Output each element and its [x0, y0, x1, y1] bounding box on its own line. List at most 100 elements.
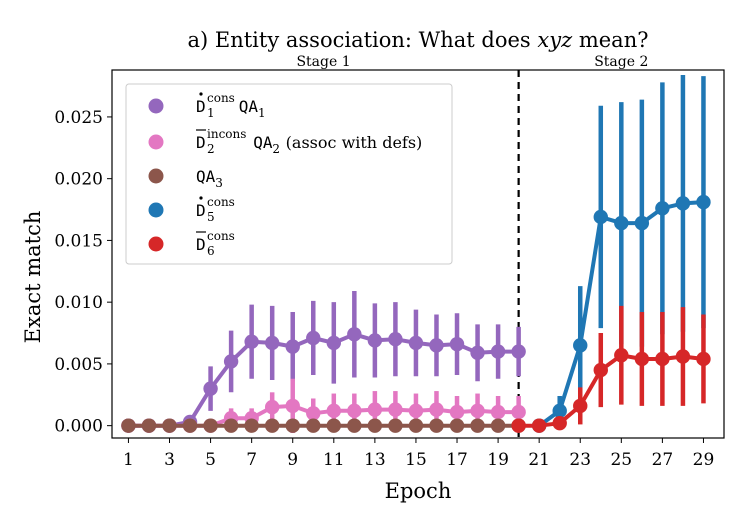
data-point: [429, 338, 444, 353]
x-tick-label: 29: [693, 450, 715, 470]
data-point: [449, 418, 465, 433]
legend-marker-s1: [148, 98, 164, 114]
data-point: [470, 418, 485, 433]
data-point: [408, 403, 424, 419]
data-point: [408, 418, 424, 433]
data-point: [675, 349, 691, 364]
legend-base: D: [196, 97, 206, 116]
x-tick-label: 27: [652, 450, 674, 470]
data-point: [449, 404, 465, 420]
chart-title-var: xyz: [537, 28, 573, 52]
data-point: [264, 418, 280, 433]
data-point: [696, 351, 711, 367]
data-point: [223, 354, 239, 369]
data-point: [223, 418, 239, 433]
y-tick-label: 0.000: [54, 417, 103, 437]
data-point: [244, 418, 259, 433]
data-point: [162, 418, 177, 433]
data-point: [326, 418, 341, 433]
y-tick-label: 0.010: [54, 293, 103, 313]
legend-label-s3: QA3: [196, 167, 223, 190]
legend-tail: QA: [253, 133, 273, 152]
legend-tail: QA: [239, 97, 259, 116]
data-point: [408, 335, 424, 351]
y-tick-label: 0.005: [54, 355, 103, 375]
x-tick-label: 15: [405, 450, 427, 470]
legend-marker-s4: [148, 202, 164, 218]
legend-sub: 2: [207, 142, 215, 156]
data-point: [285, 398, 300, 414]
data-point: [593, 209, 608, 225]
legend-marker-s2: [148, 134, 164, 150]
stage-label: Stage 1: [296, 54, 350, 70]
legend-sub: 6: [207, 244, 215, 258]
x-tick-label: 25: [610, 450, 632, 470]
legend-marker-s3: [148, 168, 164, 184]
series-s5: [511, 305, 711, 433]
data-point: [552, 403, 567, 419]
data-point: [655, 201, 670, 216]
plot-frame: [111, 69, 725, 439]
legend-base: D: [196, 201, 206, 220]
legend-accent-dot: [199, 92, 203, 96]
data-point: [388, 418, 403, 433]
legend-base: D: [196, 235, 206, 254]
data-point: [614, 348, 629, 363]
legend-base: D: [196, 133, 206, 152]
legend-sup: cons: [207, 229, 235, 243]
data-point: [388, 332, 403, 347]
data-point: [326, 403, 341, 419]
data-point: [511, 404, 526, 420]
data-point: [429, 402, 444, 417]
data-point: [264, 399, 280, 415]
data-point: [696, 194, 711, 210]
legend-sup: incons: [207, 127, 246, 141]
data-point: [306, 418, 321, 433]
data-point: [511, 344, 526, 359]
data-point: [675, 196, 691, 211]
legend-sup: cons: [207, 91, 235, 105]
data-point: [490, 404, 506, 420]
legend-accent-dot: [199, 196, 203, 200]
legend-tail: (assoc with defs): [281, 133, 423, 152]
data-point: [388, 402, 403, 417]
y-axis-label: Exact match: [21, 211, 45, 344]
x-tick-label: 9: [287, 450, 298, 470]
data-point: [573, 398, 588, 414]
x-tick-label: 3: [164, 450, 175, 470]
data-point: [449, 336, 465, 352]
data-point: [552, 415, 567, 431]
data-point: [531, 418, 547, 433]
legend-marker-s5: [148, 236, 164, 252]
x-axis-label: Epoch: [385, 479, 452, 503]
legend-tail: QA: [196, 167, 216, 186]
data-point: [614, 215, 629, 231]
x-tick-label: 19: [487, 450, 509, 470]
data-point: [634, 351, 650, 367]
x-tick-label: 13: [364, 450, 386, 470]
data-point: [490, 344, 506, 359]
x-tick-label: 1: [123, 450, 134, 470]
series-s4: [531, 74, 711, 433]
legend-sup: cons: [207, 195, 235, 209]
data-point: [306, 330, 321, 346]
y-tick-label: 0.020: [54, 170, 103, 190]
legend-label-s2: Dincons 2 QA2 (assoc with defs): [196, 127, 422, 156]
x-tick-label: 21: [528, 450, 550, 470]
data-point: [203, 418, 218, 433]
stage-label: Stage 2: [594, 54, 648, 70]
data-point: [121, 418, 136, 433]
data-point: [655, 351, 670, 367]
legend-label-s5: Dcons 6: [196, 229, 235, 258]
data-point: [573, 338, 588, 353]
legend-tail-sub: 2: [272, 142, 280, 156]
legend-sub: 5: [207, 210, 215, 224]
legend-label-s4: Dcons 5: [196, 195, 235, 224]
data-point: [347, 418, 362, 433]
data-point: [326, 335, 341, 351]
data-point: [285, 418, 300, 433]
legend-tail-sub: 1: [258, 106, 266, 120]
data-point: [285, 339, 300, 354]
data-point: [490, 418, 506, 433]
